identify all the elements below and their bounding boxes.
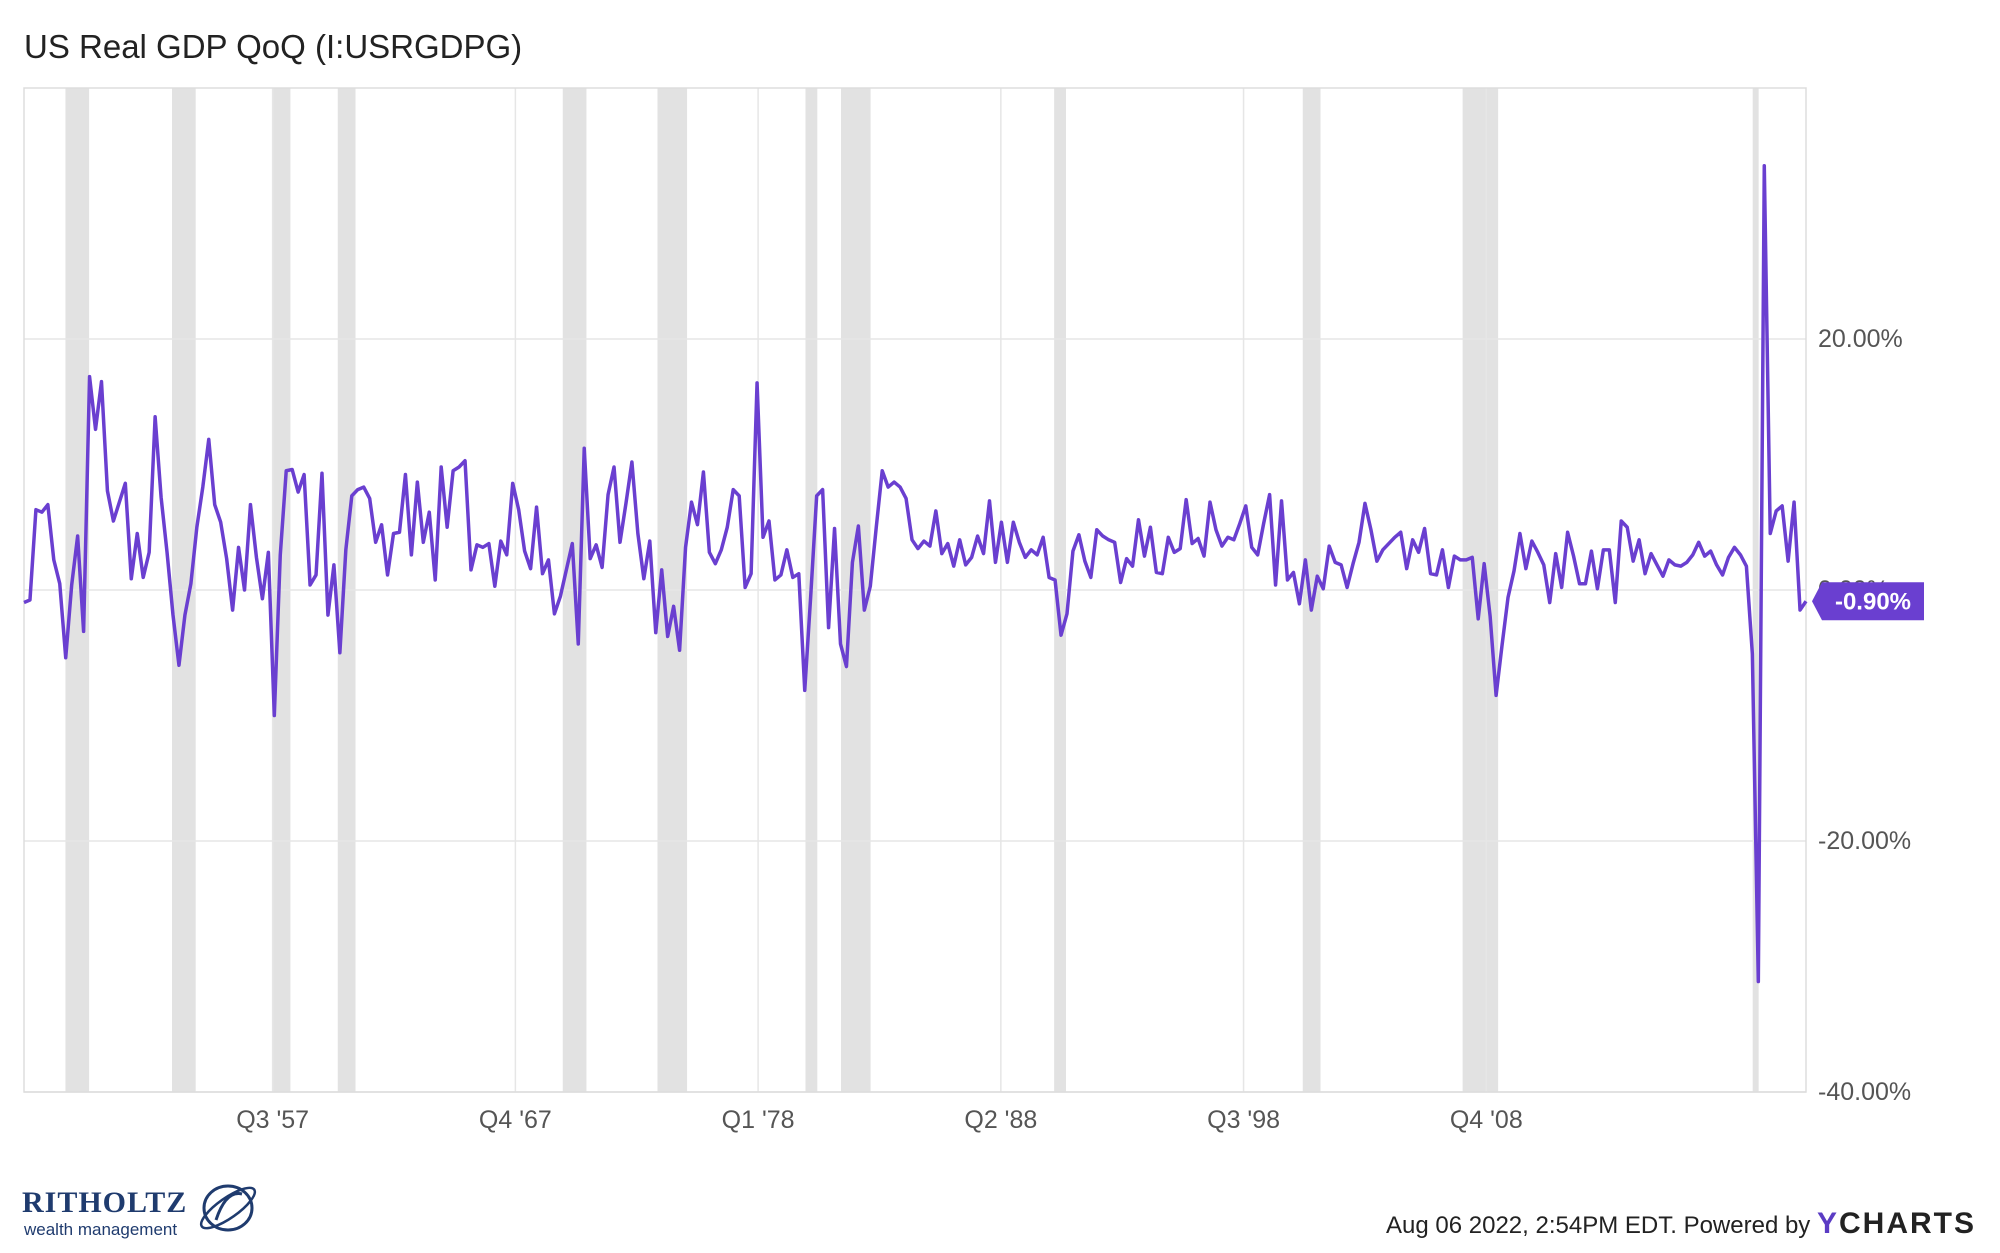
x-tick-label: Q4 '67 [479, 1106, 552, 1134]
x-axis-ticks: Q3 '57 Q4 '67 Q1 '78 Q2 '88 Q3 '98 Q4 '08 [236, 1106, 1523, 1134]
y-axis-ticks: 20.00%0.00%-20.00%-40.00% [1818, 325, 1911, 1106]
ycharts-logo-y: Y [1816, 1207, 1839, 1240]
x-tick-label: Q1 '78 [722, 1106, 795, 1134]
logo-subtitle: wealth management [24, 1220, 178, 1239]
y-tick-label: -40.00% [1818, 1078, 1911, 1106]
last-value-badge-bg [1812, 582, 1924, 621]
footer-timestamp: Aug 06 2022, 2:54PM EDT. [1386, 1212, 1677, 1239]
y-tick-label: -20.00% [1818, 827, 1911, 855]
series-line [23, 164, 1808, 984]
x-tick-label: Q4 '08 [1450, 1106, 1523, 1134]
footer-powered-by: Powered by [1683, 1212, 1811, 1239]
ycharts-logo-text: CHARTS [1839, 1207, 1976, 1240]
series-layer [23, 164, 1808, 984]
logo-name: RITHOLTZ [22, 1186, 188, 1219]
x-tick-label: Q2 '88 [964, 1106, 1037, 1134]
chart-title: US Real GDP QoQ (I:USRGDPG) [24, 28, 523, 65]
last-value-label: -0.90% [1835, 588, 1911, 615]
last-value-badge: -0.90% [1812, 582, 1924, 621]
y-tick-label: 20.00% [1818, 325, 1903, 353]
x-tick-label: Q3 '98 [1207, 1106, 1280, 1134]
footer: Aug 06 2022, 2:54PM EDT. Powered by YCHA… [1386, 1207, 1976, 1241]
x-tick-label: Q3 '57 [236, 1106, 309, 1134]
logo-emblem-icon [199, 1184, 257, 1232]
plot-frame [23, 87, 1807, 1093]
ritholtz-logo: RITHOLTZ wealth management [22, 1180, 257, 1240]
gridlines [24, 88, 1806, 1093]
ycharts-logo[interactable]: YCHARTS [1817, 1207, 1976, 1240]
